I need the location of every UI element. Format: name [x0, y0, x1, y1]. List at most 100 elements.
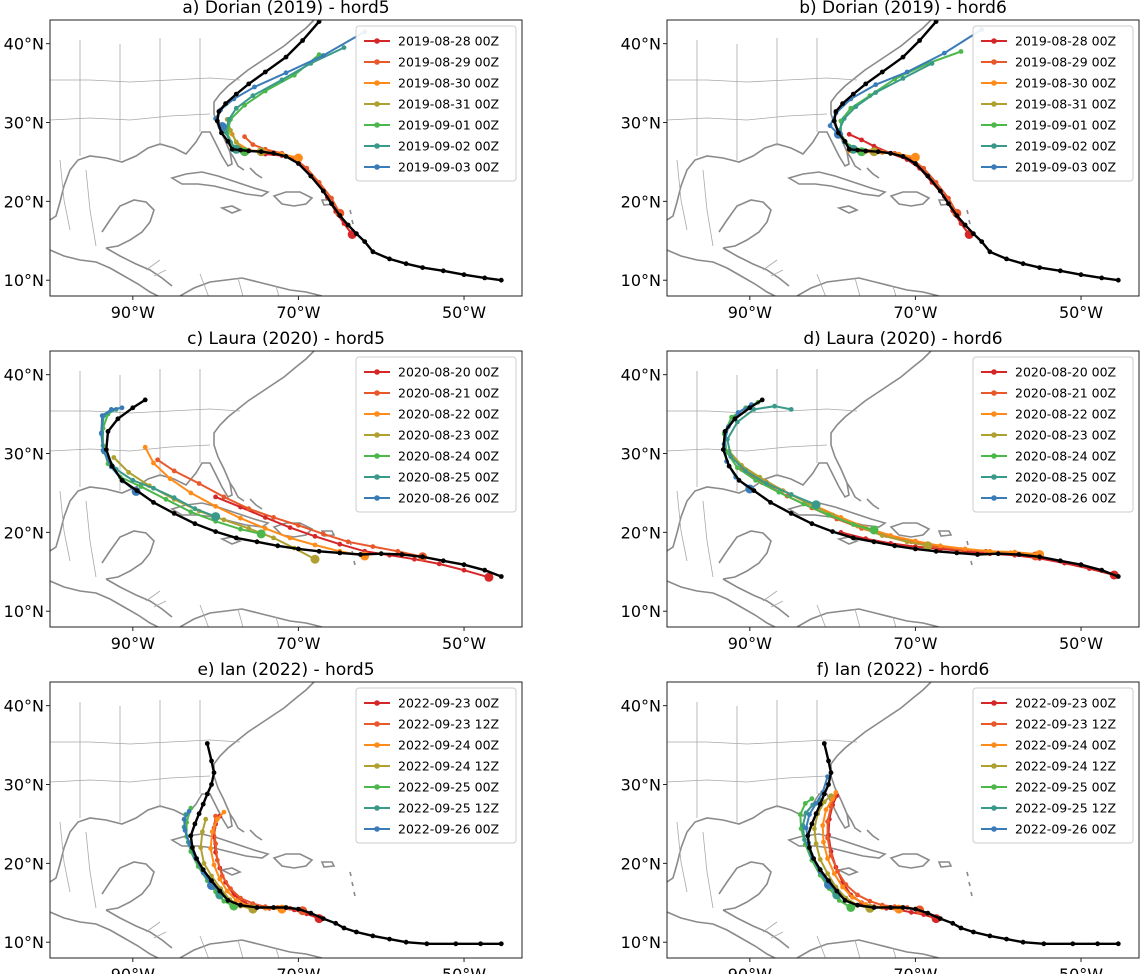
forecast-point — [271, 535, 276, 541]
lon-tick-label: 50°W — [1059, 965, 1103, 974]
forecast-point — [108, 407, 114, 412]
observed-point — [229, 146, 235, 152]
legend-marker — [374, 495, 380, 501]
legend-marker — [991, 742, 997, 748]
forecast-point — [850, 522, 856, 527]
observed-point — [995, 551, 1001, 557]
forecast-point — [142, 444, 148, 450]
legend: 2019-08-28 00Z 2019-08-29 00Z 2019-08-30 0… — [355, 25, 517, 182]
legend-marker — [374, 164, 380, 170]
panel-title: e) Ian (2022) - hord5 — [197, 660, 374, 680]
legend-box — [355, 687, 517, 844]
forecast-point — [801, 501, 806, 507]
observed-point — [809, 521, 815, 527]
forecast-point — [213, 841, 219, 847]
forecast-point — [853, 104, 859, 110]
observed-point — [420, 554, 425, 560]
forecast-point — [788, 492, 794, 497]
forecast-point — [228, 128, 233, 133]
forecast-point — [171, 495, 177, 501]
forecast-point — [329, 195, 334, 201]
observed-point — [354, 929, 359, 935]
lat-tick-label: 30°N — [4, 445, 44, 464]
observed-point — [1099, 567, 1105, 573]
observed-point — [987, 933, 993, 939]
forecast-point — [98, 430, 104, 436]
observed-point — [805, 833, 811, 839]
legend-label: 2019-09-01 00Z — [1015, 118, 1116, 133]
observed-point — [358, 552, 363, 557]
forecast-point — [850, 894, 855, 900]
legend-marker — [374, 122, 380, 128]
legend-marker — [374, 826, 380, 832]
forecast-point — [224, 888, 230, 894]
observed-point — [300, 38, 305, 43]
forecast-point — [188, 509, 194, 515]
lat-tick-label: 30°N — [621, 114, 661, 133]
legend-marker — [374, 432, 380, 438]
forecast-point — [962, 546, 968, 552]
observed-point — [387, 936, 392, 942]
lon-tick-label: 50°W — [1059, 303, 1103, 322]
observed-point — [1078, 272, 1084, 278]
lat-tick-label: 40°N — [621, 697, 661, 716]
forecast-point — [226, 117, 232, 122]
forecast-point — [807, 812, 812, 817]
legend-marker — [374, 411, 380, 417]
observed-point — [115, 416, 121, 422]
legend-label: 2022-09-26 00Z — [398, 822, 499, 837]
forecast-point — [151, 460, 156, 466]
observed-point — [498, 941, 504, 947]
observed-point — [258, 149, 264, 155]
observed-point — [233, 535, 239, 541]
forecast-point — [937, 543, 943, 549]
forecast-start-marker — [869, 525, 879, 535]
forecast-point — [182, 827, 188, 833]
forecast-point — [412, 556, 417, 562]
lat-tick-label: 10°N — [4, 933, 44, 952]
observed-point — [826, 782, 831, 787]
forecast-point — [345, 539, 351, 545]
observed-point — [971, 231, 976, 237]
forecast-start-marker — [211, 512, 221, 522]
legend-marker — [991, 38, 997, 44]
forecast-point — [283, 70, 289, 76]
observed-point — [262, 69, 268, 75]
observed-point — [337, 550, 343, 556]
legend-marker — [374, 700, 380, 706]
lat-tick-label: 10°N — [4, 271, 44, 290]
legend-marker — [991, 700, 997, 706]
lon-tick-label: 50°W — [442, 965, 486, 974]
observed-point — [109, 463, 115, 469]
observed-point — [440, 558, 446, 564]
observed-point — [875, 149, 881, 155]
observed-point — [1070, 941, 1076, 947]
observed-point — [747, 405, 753, 411]
map-frame — [49, 681, 523, 959]
legend-label: 2019-08-30 00Z — [398, 76, 499, 91]
observed-point — [362, 239, 368, 245]
lat-tick-label: 30°N — [621, 776, 661, 795]
lon-tick-label: 90°W — [728, 965, 772, 974]
forecast-point — [130, 477, 136, 483]
observed-point — [238, 147, 243, 153]
forecast-point — [214, 857, 220, 863]
observed-point — [811, 856, 816, 861]
forecast-start-marker — [910, 152, 920, 162]
observed-point — [937, 188, 943, 194]
observed-point — [216, 109, 222, 114]
observed-point — [987, 249, 993, 255]
forecast-point — [155, 457, 160, 463]
observed-point — [863, 148, 869, 154]
observed-point — [192, 521, 198, 527]
observed-point — [900, 905, 906, 910]
observed-point — [194, 856, 200, 861]
lon-tick-label: 50°W — [442, 634, 486, 653]
observed-point — [246, 81, 252, 87]
forecast-point — [203, 816, 209, 822]
lon-tick-label: 70°W — [276, 303, 320, 322]
observed-point — [946, 201, 951, 207]
legend-marker — [374, 742, 380, 748]
lon-tick-label: 50°W — [1059, 634, 1103, 653]
legend-label: 2022-09-24 12Z — [1015, 759, 1116, 774]
